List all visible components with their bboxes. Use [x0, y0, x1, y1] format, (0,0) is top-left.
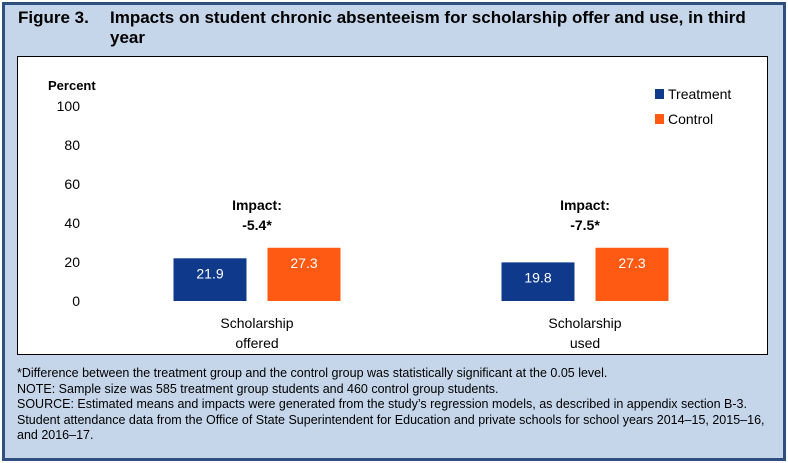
legend-label-treatment: Treatment — [668, 86, 731, 102]
bar-value-label: 19.8 — [524, 269, 551, 285]
legend-swatch-control — [655, 114, 664, 124]
impact-label: Impact: — [560, 197, 610, 213]
category-label: offered — [235, 335, 278, 351]
bar-value-label: 21.9 — [196, 265, 223, 281]
y-tick-label: 40 — [64, 215, 80, 231]
footnotes: *Difference between the treatment group … — [17, 366, 777, 444]
impact-value: -5.4* — [242, 217, 272, 233]
bar-control — [267, 247, 341, 301]
category-label: Scholarship — [220, 315, 293, 331]
sample-note: NOTE: Sample size was 585 treatment grou… — [17, 381, 499, 396]
bar-value-label: 27.3 — [290, 255, 317, 271]
y-tick-label: 20 — [64, 254, 80, 270]
legend-label-control: Control — [668, 111, 713, 127]
impact-label: Impact: — [232, 197, 282, 213]
bar-value-label: 27.3 — [618, 255, 645, 271]
figure-label: Figure 3. — [18, 8, 89, 27]
y-tick-label: 100 — [57, 98, 81, 114]
chart-area — [17, 56, 768, 355]
impact-value: -7.5* — [570, 217, 600, 233]
source-note: SOURCE: Estimated means and impacts were… — [17, 397, 765, 442]
y-tick-label: 80 — [64, 137, 80, 153]
legend-swatch-treatment — [655, 89, 664, 99]
category-label: Scholarship — [548, 315, 621, 331]
bar-treatment — [173, 258, 247, 301]
bar-control — [595, 247, 669, 301]
category-label: used — [570, 335, 600, 351]
bar-treatment — [501, 262, 575, 301]
significance-note: *Difference between the treatment group … — [17, 366, 608, 380]
y-tick-label: 60 — [64, 176, 80, 192]
y-tick-label: 0 — [72, 293, 80, 309]
figure-title-text: Impacts on student chronic absenteeism f… — [110, 8, 746, 47]
y-axis-label: Percent — [48, 78, 96, 93]
